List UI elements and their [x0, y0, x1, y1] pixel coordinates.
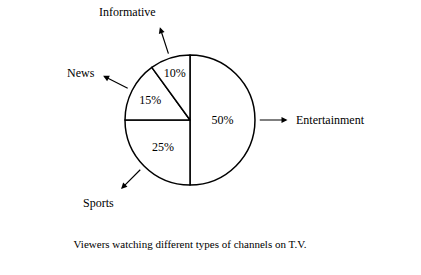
svg-text:50%: 50% [212, 113, 234, 127]
svg-text:Viewers watching different typ: Viewers watching different types of chan… [74, 238, 307, 250]
svg-text:Sports: Sports [83, 196, 114, 210]
svg-text:25%: 25% [152, 140, 174, 154]
svg-text:10%: 10% [164, 66, 186, 80]
svg-text:15%: 15% [139, 93, 161, 107]
svg-text:News: News [67, 66, 95, 80]
svg-text:Informative: Informative [99, 5, 156, 19]
svg-text:Entertainment: Entertainment [296, 113, 365, 127]
